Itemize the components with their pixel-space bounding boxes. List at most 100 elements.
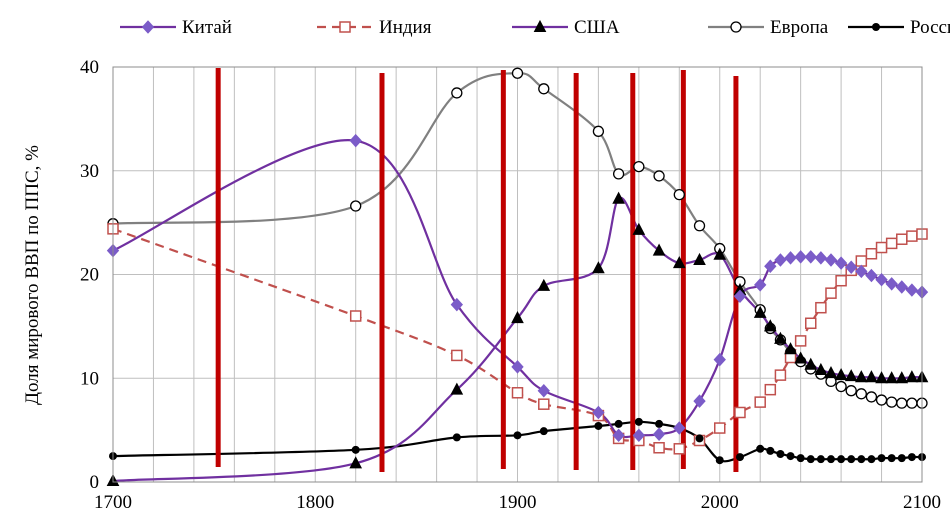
data-point-china — [774, 253, 787, 267]
data-point-india — [754, 396, 766, 408]
data-point-china — [875, 272, 888, 287]
data-point-russia — [452, 433, 461, 442]
data-point-china — [673, 421, 686, 435]
data-point-europe — [896, 397, 908, 409]
data-point-usa — [854, 370, 868, 383]
data-point-russia — [877, 454, 886, 463]
y-tick-label: 30 — [80, 161, 99, 182]
data-point-india — [673, 443, 686, 455]
data-point-russia — [857, 455, 866, 464]
legend-label-india: Индия — [379, 17, 432, 38]
data-point-india — [875, 241, 888, 254]
data-point-usa — [875, 371, 888, 384]
legend-marker-china — [141, 20, 155, 34]
data-point-india — [349, 310, 362, 322]
data-point-usa — [632, 222, 646, 235]
data-point-usa — [592, 261, 605, 274]
data-point-usa — [814, 362, 828, 375]
data-point-china — [804, 250, 817, 264]
data-point-usa — [672, 256, 686, 269]
data-point-usa — [834, 368, 848, 381]
data-point-usa — [511, 310, 524, 324]
data-point-usa — [885, 371, 898, 384]
data-point-india — [815, 301, 827, 314]
data-point-china — [845, 260, 858, 274]
y-axis-title: Доля мирового ВВП по ППС, % — [22, 145, 43, 405]
data-point-china — [824, 253, 838, 267]
legend-label-usa: США — [574, 17, 620, 38]
data-point-europe — [845, 385, 857, 397]
legend-label-russia: Россия — [910, 17, 950, 38]
data-point-russia — [351, 445, 360, 454]
x-tick-label: 1900 — [499, 492, 537, 513]
data-point-usa — [784, 342, 797, 355]
data-point-usa — [865, 370, 878, 383]
data-point-china — [784, 251, 797, 265]
data-point-india — [774, 369, 787, 381]
data-point-india — [885, 237, 898, 250]
data-point-usa — [895, 371, 909, 384]
x-tick-label: 1800 — [296, 492, 334, 513]
data-point-china — [592, 405, 605, 420]
data-point-russia — [786, 452, 795, 461]
data-point-europe — [673, 188, 685, 201]
legend-marker-india — [339, 21, 351, 33]
data-point-india — [906, 230, 918, 242]
data-point-usa — [537, 278, 551, 291]
data-point-europe — [350, 200, 362, 212]
data-point-india — [835, 274, 847, 287]
data-point-india — [855, 255, 868, 267]
data-point-usa — [713, 247, 727, 260]
data-point-china — [537, 383, 550, 398]
data-point-china — [349, 133, 362, 148]
data-point-russia — [887, 454, 896, 463]
data-point-usa — [450, 382, 464, 395]
x-tick-label: 2000 — [701, 492, 739, 513]
data-point-russia — [756, 444, 765, 453]
x-tick-label: 2100 — [903, 492, 941, 513]
data-point-europe — [612, 168, 625, 180]
data-point-usa — [652, 243, 666, 256]
data-point-europe — [855, 388, 867, 400]
plot-border — [112, 66, 923, 483]
y-tick-label: 40 — [80, 57, 99, 78]
gridlines — [112, 66, 923, 483]
vertical-markers — [215, 68, 739, 472]
legend-marker-europe — [730, 21, 742, 33]
data-point-europe — [511, 67, 524, 79]
data-point-china — [865, 268, 878, 283]
data-point-india — [825, 287, 837, 299]
axes: 1700 1800 1900 2000 2100 0 10 20 30 40 — [80, 57, 941, 513]
x-tick-label: 1700 — [94, 492, 132, 513]
data-point-china — [905, 283, 919, 297]
data-point-china — [713, 352, 726, 367]
data-point-usa — [349, 456, 363, 469]
data-point-russia — [594, 421, 603, 430]
data-point-china — [632, 428, 646, 443]
data-point-europe — [451, 87, 463, 99]
data-point-china — [612, 428, 625, 443]
data-point-russia — [806, 455, 815, 464]
data-point-europe — [875, 394, 888, 406]
data-point-usa — [794, 351, 807, 364]
data-point-usa — [824, 365, 838, 379]
data-point-india — [653, 442, 665, 454]
data-point-usa — [804, 357, 818, 370]
data-point-russia — [614, 419, 623, 428]
data-point-russia — [897, 454, 906, 463]
data-point-russia — [796, 454, 805, 463]
data-point-china — [885, 277, 898, 291]
data-point-china — [814, 251, 828, 265]
data-point-usa — [844, 369, 858, 382]
data-point-india — [538, 398, 550, 410]
data-point-india — [794, 335, 807, 347]
data-point-china — [834, 256, 848, 270]
data-point-china — [895, 280, 908, 294]
data-point-russia — [776, 449, 785, 458]
data-point-usa — [774, 331, 787, 344]
data-point-china — [855, 264, 868, 279]
data-point-china — [511, 360, 524, 374]
data-point-russia — [867, 455, 876, 464]
data-point-russia — [695, 434, 704, 443]
y-tick-label: 20 — [80, 265, 99, 286]
